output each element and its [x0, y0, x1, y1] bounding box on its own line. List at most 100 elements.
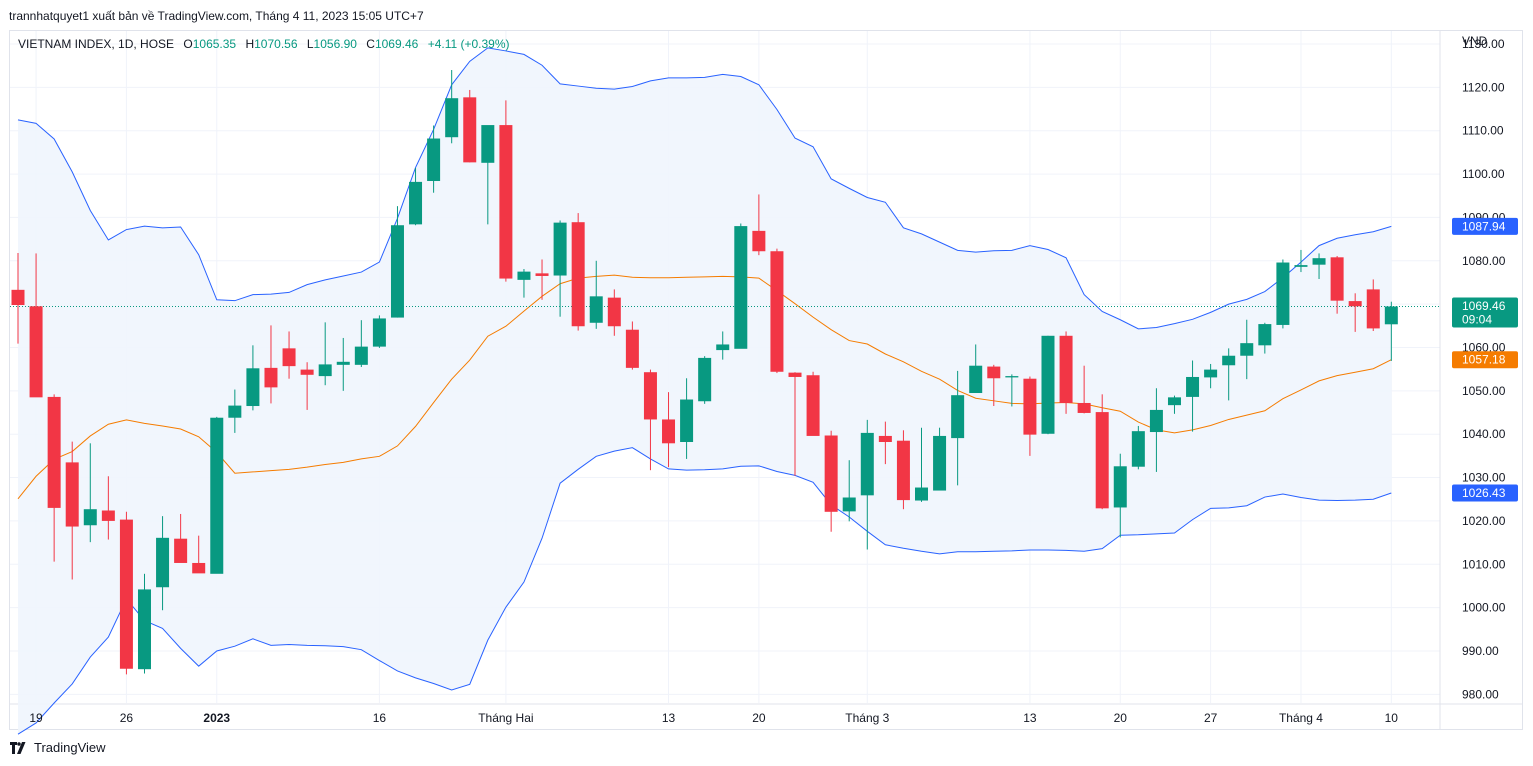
candle-body	[463, 97, 477, 163]
symbol-legend[interactable]: VIETNAM INDEX, 1D, HOSE O1065.35 H1070.5…	[18, 37, 510, 51]
candle	[427, 125, 441, 193]
candle	[119, 511, 133, 675]
candle-body	[680, 399, 694, 443]
lower-band-label: 1026.43	[1452, 484, 1518, 502]
candle	[137, 573, 151, 674]
candle	[860, 419, 874, 550]
candle-body	[264, 367, 278, 388]
candle	[951, 370, 965, 486]
upper-band-label: 1087.94	[1452, 217, 1518, 235]
candle-body	[698, 357, 712, 402]
y-tick-label: 1010.00	[1462, 557, 1506, 571]
candle-body	[1366, 289, 1380, 329]
candle-body	[1348, 301, 1362, 307]
x-tick-label: Tháng 4	[1279, 711, 1323, 725]
candle-body	[788, 372, 802, 377]
last-price-countdown-text: 09:04	[1462, 312, 1492, 326]
candle	[788, 372, 802, 476]
candle	[499, 100, 513, 282]
candle-body	[156, 537, 170, 588]
high-value: 1070.56	[254, 37, 298, 51]
candle-body	[65, 462, 79, 527]
candle	[1258, 322, 1272, 354]
candle	[933, 427, 947, 491]
candle	[1131, 425, 1145, 470]
candle-body	[1186, 376, 1200, 397]
candle	[680, 378, 694, 459]
candle	[390, 206, 404, 318]
candle-body	[625, 329, 639, 368]
candle	[210, 416, 224, 574]
candle-body	[662, 419, 676, 444]
candle	[607, 289, 621, 336]
candle-body	[1240, 343, 1254, 356]
candle	[1041, 335, 1055, 435]
candle-body	[896, 440, 910, 501]
candle	[47, 394, 61, 562]
candle	[987, 364, 1001, 407]
candle	[300, 362, 314, 410]
candle	[752, 194, 766, 256]
candle-body	[137, 589, 151, 670]
candle	[174, 513, 188, 563]
candle-body	[915, 487, 928, 501]
upper-band-line	[17, 47, 1392, 330]
candle	[481, 125, 495, 225]
candle-body	[1204, 369, 1218, 378]
candle-body	[1131, 431, 1145, 467]
candle-body	[1059, 335, 1073, 403]
candle-body	[445, 98, 459, 138]
candle-body	[553, 222, 567, 276]
candle	[1222, 348, 1236, 401]
candle-body	[860, 432, 874, 496]
candle-body	[282, 348, 296, 367]
candle	[896, 430, 910, 510]
candle	[1384, 301, 1398, 361]
candle-body	[1095, 412, 1109, 509]
candle	[1059, 331, 1073, 414]
x-tick-label: 10	[1385, 711, 1399, 725]
candle-body	[174, 538, 188, 563]
x-tick-label: Tháng Hai	[478, 711, 533, 725]
footer[interactable]: TradingView	[10, 740, 106, 755]
candle-body	[933, 435, 947, 491]
y-tick-label: 980.00	[1462, 687, 1499, 701]
candle	[1113, 453, 1127, 538]
candle-body	[336, 361, 350, 365]
candle-body	[1276, 262, 1290, 325]
candle	[1077, 365, 1091, 414]
candle	[1276, 259, 1290, 329]
candle	[1204, 363, 1218, 389]
y-tick-label: 1000.00	[1462, 601, 1506, 615]
y-tick-label: 1130.00	[1462, 37, 1505, 51]
candle-body	[47, 396, 61, 508]
publisher-caption: trannhatquyet1 xuất bản về TradingView.c…	[9, 9, 424, 23]
candle-body	[643, 372, 657, 420]
close-label: C	[366, 37, 375, 51]
candle-body	[878, 435, 892, 443]
candle	[83, 443, 97, 543]
candle	[1240, 319, 1254, 380]
candle	[101, 476, 115, 540]
candle-body	[83, 509, 97, 526]
candle	[246, 345, 260, 411]
x-tick-label: 13	[1023, 711, 1037, 725]
candle	[1330, 256, 1344, 314]
y-tick-label: 1040.00	[1462, 427, 1506, 441]
y-tick-label: 1100.00	[1462, 167, 1505, 181]
candle-body	[1384, 306, 1398, 325]
candle-body	[318, 364, 332, 377]
candle	[463, 89, 477, 163]
candle-body	[1330, 257, 1344, 301]
chart-frame[interactable]	[9, 30, 1523, 730]
low-value: 1056.90	[313, 37, 357, 51]
y-tick-label: 1080.00	[1462, 254, 1506, 268]
x-tick-label: 19	[29, 711, 43, 725]
candle-body	[29, 306, 43, 398]
candle-body	[535, 273, 549, 276]
candle	[553, 220, 567, 317]
candle	[842, 460, 856, 522]
y-tick-label: 1060.00	[1462, 340, 1506, 354]
candle-body	[1077, 402, 1091, 413]
